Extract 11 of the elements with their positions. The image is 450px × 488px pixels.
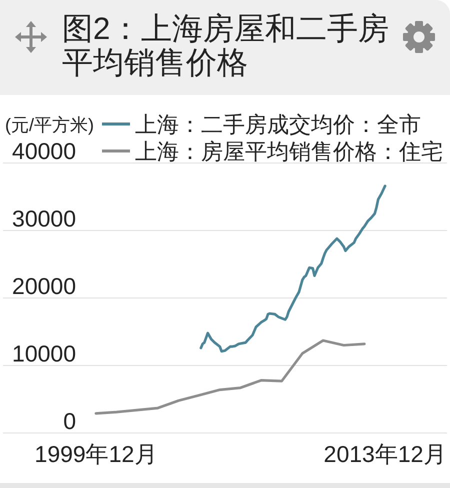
legend-label: 上海：房屋平均销售价格：住宅 [135, 139, 443, 164]
y-tick-label: 0 [63, 408, 76, 434]
y-tick-label: 10000 [12, 340, 76, 366]
legend-label: 上海：二手房成交均价：全市 [135, 112, 421, 137]
y-tick-label: 30000 [12, 206, 76, 232]
x-tick-label: 2013年12月 [324, 441, 446, 467]
y-axis-title: (元/平方米) [5, 115, 94, 135]
x-tick-label: 1999年12月 [34, 441, 158, 467]
y-tick-label: 20000 [12, 273, 76, 299]
y-tick-label: 40000 [12, 138, 76, 164]
chart-title: 图2：上海房屋和二手房平均销售价格 [62, 11, 390, 80]
